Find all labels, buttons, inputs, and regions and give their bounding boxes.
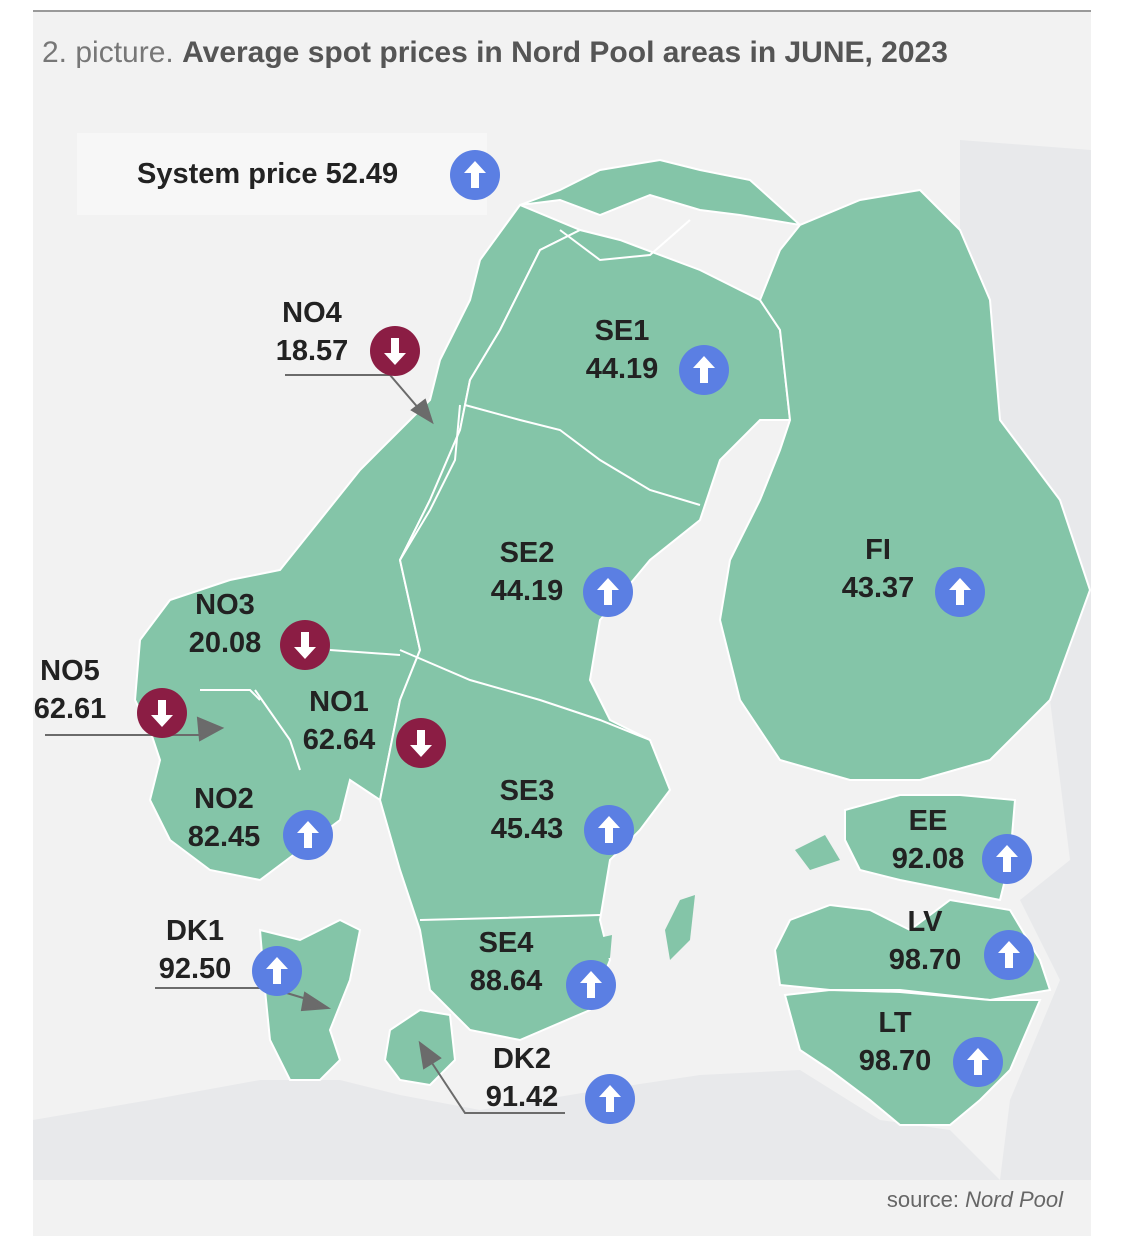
area-price: 98.70 bbox=[888, 944, 962, 976]
area-name: NO5 bbox=[40, 655, 100, 687]
area-name: LV bbox=[907, 906, 943, 938]
area-name: NO4 bbox=[282, 297, 342, 329]
area-label-NO4: NO4 18.57 bbox=[262, 294, 362, 370]
area-label-SE2: SE2 44.19 bbox=[477, 534, 577, 610]
area-price: 44.19 bbox=[490, 575, 564, 607]
area-label-NO1: NO1 62.64 bbox=[289, 683, 389, 759]
area-price: 92.50 bbox=[158, 953, 232, 985]
trend-down-arrow-icon bbox=[396, 718, 446, 768]
area-price: 88.64 bbox=[469, 965, 543, 997]
title-main: Average spot prices in Nord Pool areas i… bbox=[182, 36, 948, 69]
source-credit: source: Nord Pool bbox=[887, 1187, 1063, 1213]
area-label-SE1: SE1 44.19 bbox=[572, 312, 672, 388]
source-prefix: source: bbox=[886, 1187, 960, 1212]
area-name: NO1 bbox=[309, 686, 369, 718]
area-price: 18.57 bbox=[275, 335, 349, 367]
area-name: DK1 bbox=[165, 915, 224, 947]
area-price: 43.37 bbox=[841, 572, 915, 604]
area-name: LT bbox=[878, 1007, 912, 1039]
area-label-SE4: SE4 88.64 bbox=[456, 924, 556, 1000]
area-price: 98.70 bbox=[858, 1045, 932, 1077]
trend-up-arrow-icon bbox=[679, 345, 729, 395]
trend-up-arrow-icon bbox=[252, 946, 302, 996]
estonia-land bbox=[844, 794, 1017, 902]
area-label-LV: LV 98.70 bbox=[875, 903, 975, 979]
area-label-EE: EE 92.08 bbox=[878, 802, 978, 878]
zone-borders bbox=[200, 219, 701, 921]
trend-up-arrow-icon bbox=[583, 567, 633, 617]
lithuania-land bbox=[783, 988, 1042, 1126]
neighbor-land-east bbox=[960, 140, 1091, 1180]
area-price: 92.08 bbox=[891, 843, 965, 875]
area-price: 62.64 bbox=[302, 724, 376, 756]
area-label-LT: LT 98.70 bbox=[845, 1004, 945, 1080]
area-label-FI: FI 43.37 bbox=[828, 531, 928, 607]
system-price-up-arrow-icon bbox=[450, 150, 500, 200]
trend-down-arrow-icon bbox=[370, 326, 420, 376]
saaremaa-island bbox=[795, 835, 840, 870]
area-label-DK2: DK2 91.42 bbox=[472, 1040, 572, 1116]
neighbor-land-south bbox=[33, 1070, 1000, 1180]
area-label-NO2: NO2 82.45 bbox=[174, 780, 274, 856]
trend-up-arrow-icon bbox=[585, 1074, 635, 1124]
system-price-box bbox=[77, 133, 487, 215]
finland-land bbox=[718, 188, 1091, 781]
area-price: 45.43 bbox=[490, 813, 564, 845]
area-name: SE3 bbox=[499, 775, 555, 807]
area-label-NO5: NO5 62.61 bbox=[20, 652, 120, 728]
area-price: 62.61 bbox=[33, 693, 107, 725]
trend-up-arrow-icon bbox=[984, 930, 1034, 980]
title-prefix: 2. picture. bbox=[42, 36, 174, 69]
area-name: NO2 bbox=[194, 783, 254, 815]
source-name: Nord Pool bbox=[965, 1187, 1063, 1212]
bornholm-island bbox=[590, 935, 612, 958]
area-price: 44.19 bbox=[585, 353, 659, 385]
system-price-label: System price 52.49 bbox=[137, 158, 399, 190]
area-price: 20.08 bbox=[188, 627, 262, 659]
area-name: EE bbox=[908, 805, 948, 837]
area-name: DK2 bbox=[492, 1043, 551, 1075]
area-name: SE4 bbox=[478, 927, 534, 959]
area-name: SE1 bbox=[594, 315, 650, 347]
latvia-land bbox=[773, 898, 1052, 1002]
map-title: 2. picture. Average spot prices in Nord … bbox=[42, 36, 948, 70]
gotland-island bbox=[665, 895, 695, 960]
nordic-map bbox=[33, 140, 1091, 1180]
area-name: NO3 bbox=[195, 589, 255, 621]
area-name: SE2 bbox=[499, 537, 555, 569]
sweden-land bbox=[378, 228, 792, 1042]
area-price: 82.45 bbox=[187, 821, 261, 853]
trend-up-arrow-icon bbox=[953, 1037, 1003, 1087]
trend-up-arrow-icon bbox=[584, 805, 634, 855]
trend-up-arrow-icon bbox=[935, 567, 985, 617]
trend-up-arrow-icon bbox=[283, 810, 333, 860]
trend-up-arrow-icon bbox=[982, 834, 1032, 884]
area-label-SE3: SE3 45.43 bbox=[477, 772, 577, 848]
area-label-DK1: DK1 92.50 bbox=[145, 912, 245, 988]
area-name: FI bbox=[865, 534, 891, 566]
area-label-NO3: NO3 20.08 bbox=[175, 586, 275, 662]
top-rule bbox=[33, 10, 1091, 13]
trend-up-arrow-icon bbox=[566, 960, 616, 1010]
trend-down-arrow-icon bbox=[280, 620, 330, 670]
trend-down-arrow-icon bbox=[137, 688, 187, 738]
area-price: 91.42 bbox=[485, 1081, 559, 1113]
